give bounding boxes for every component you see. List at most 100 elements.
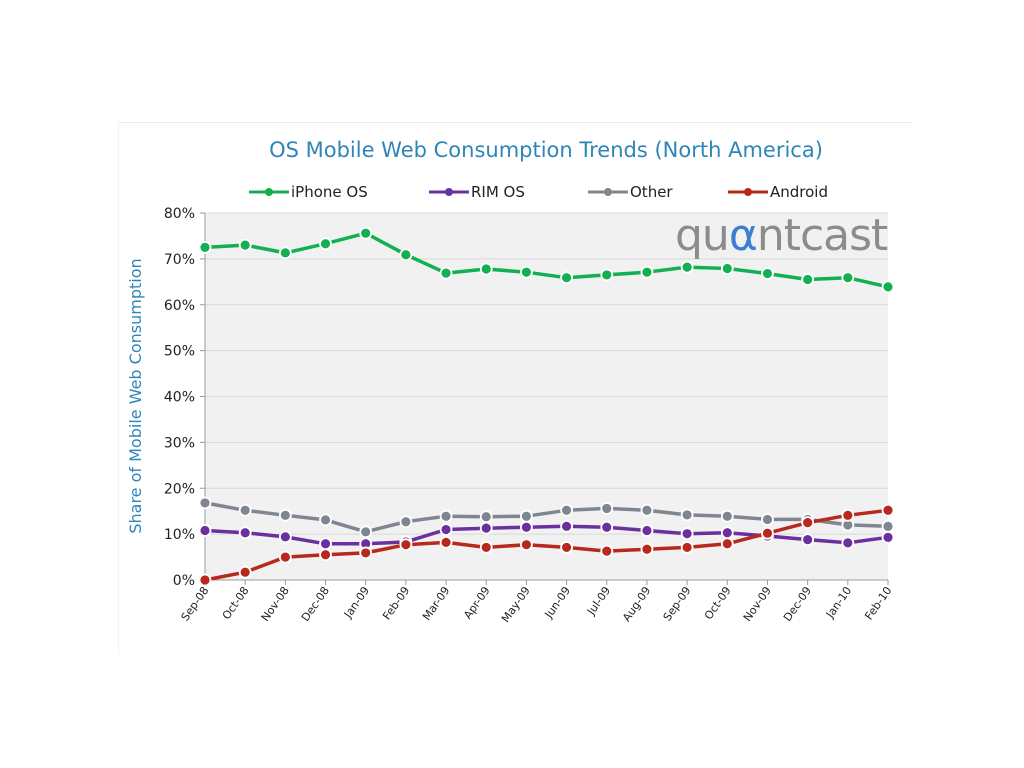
x-tick-label: Sep-09 [661, 584, 694, 623]
data-point [560, 503, 573, 517]
gridlines [205, 212, 888, 535]
data-point [359, 525, 373, 539]
data-point [881, 280, 895, 294]
data-point [720, 526, 734, 540]
data-point [319, 513, 332, 527]
y-axis-label: Share of Mobile Web Consumption [126, 258, 145, 533]
legend-label: Other [630, 183, 673, 201]
data-point [801, 273, 815, 286]
data-point [439, 509, 453, 523]
data-point [319, 548, 332, 562]
data-point [680, 541, 694, 554]
y-axis-ticks: 0% 10% 20% 30% 40% 50% 60% 70% 80% [164, 206, 205, 589]
x-tick-label: May-09 [499, 584, 533, 625]
data-point [238, 526, 252, 540]
data-point [520, 520, 533, 534]
data-point [198, 496, 212, 510]
data-point [560, 271, 573, 285]
data-point [600, 520, 614, 534]
data-point [881, 519, 895, 533]
y-tick-label: 70% [164, 252, 195, 268]
data-point [801, 533, 815, 547]
data-point [640, 503, 654, 517]
data-point [720, 509, 734, 523]
quantcast-watermark: quαntcast [675, 210, 888, 261]
y-tick-label: 50% [164, 344, 195, 360]
data-point [479, 262, 493, 276]
data-point [399, 515, 413, 529]
x-tick-label: Nov-09 [741, 584, 774, 624]
x-tick-label: Feb-09 [380, 584, 412, 622]
y-tick-label: 10% [164, 527, 195, 543]
x-tick-label: Mar-09 [420, 584, 452, 623]
series-line [204, 231, 889, 289]
data-point [399, 248, 413, 262]
data-point [238, 503, 252, 517]
legend-swatch-marker [604, 188, 612, 196]
legend-label: Android [770, 183, 828, 201]
legend-item: iPhone OS [249, 183, 368, 201]
data-point [761, 526, 774, 540]
data-point [278, 530, 292, 544]
series-line [204, 524, 889, 546]
series-rim-os [198, 519, 895, 551]
data-point [439, 523, 453, 536]
data-point [238, 565, 252, 579]
legend-item: Other [588, 183, 673, 201]
x-tick-label: Jan-10 [823, 584, 854, 621]
x-tick-label: Apr-09 [461, 584, 492, 621]
x-tick-label: Feb-10 [862, 584, 894, 622]
x-tick-label: Dec-09 [781, 584, 814, 624]
data-point [198, 524, 212, 537]
y-tick-label: 40% [164, 390, 195, 406]
series-line [204, 508, 889, 582]
x-tick-label: Dec-08 [299, 584, 332, 624]
data-point [761, 267, 774, 280]
x-tick-label: Nov-08 [259, 584, 292, 624]
series-android [198, 503, 895, 587]
data-point [680, 527, 694, 541]
series-layer [198, 226, 895, 587]
data-point [520, 509, 533, 523]
data-point [600, 544, 614, 558]
x-tick-label: Jan-09 [341, 584, 372, 621]
y-tick-label: 60% [164, 298, 195, 314]
data-point [198, 241, 212, 254]
x-tick-label: Aug-09 [620, 584, 653, 624]
data-point [479, 521, 493, 535]
data-point [640, 542, 654, 556]
data-point [841, 536, 855, 550]
data-point [278, 550, 292, 564]
series-iphone-os [198, 226, 895, 294]
x-axis-ticks: Sep-08 Oct-08 Nov-08 Dec-08 Jan-09 Feb-09 Mar-… [179, 580, 894, 625]
data-point [439, 535, 453, 549]
legend-label: iPhone OS [291, 183, 368, 201]
data-point [640, 265, 654, 279]
data-point [479, 541, 493, 554]
x-tick-label: Oct-08 [220, 584, 252, 622]
data-point [359, 226, 373, 240]
y-tick-label: 20% [164, 481, 195, 497]
series-line [204, 501, 889, 534]
x-tick-label: Jul-09 [584, 584, 613, 618]
data-point [841, 271, 855, 285]
legend: iPhone OS RIM OS Other Android [249, 183, 828, 201]
x-tick-label: Oct-09 [702, 584, 734, 622]
data-point [881, 530, 895, 544]
x-tick-label: Sep-08 [179, 584, 212, 623]
data-point [801, 516, 815, 530]
y-tick-label: 30% [164, 435, 195, 451]
data-point [720, 537, 734, 551]
data-point [238, 238, 252, 252]
data-point [720, 262, 734, 275]
data-point [841, 508, 855, 522]
data-point [198, 573, 212, 587]
legend-label: RIM OS [471, 183, 525, 201]
data-point [399, 538, 413, 552]
data-point [761, 513, 774, 526]
data-point [319, 237, 332, 251]
data-point [680, 508, 694, 522]
data-point [600, 502, 614, 515]
data-point [560, 519, 573, 533]
legend-item: RIM OS [429, 183, 525, 201]
